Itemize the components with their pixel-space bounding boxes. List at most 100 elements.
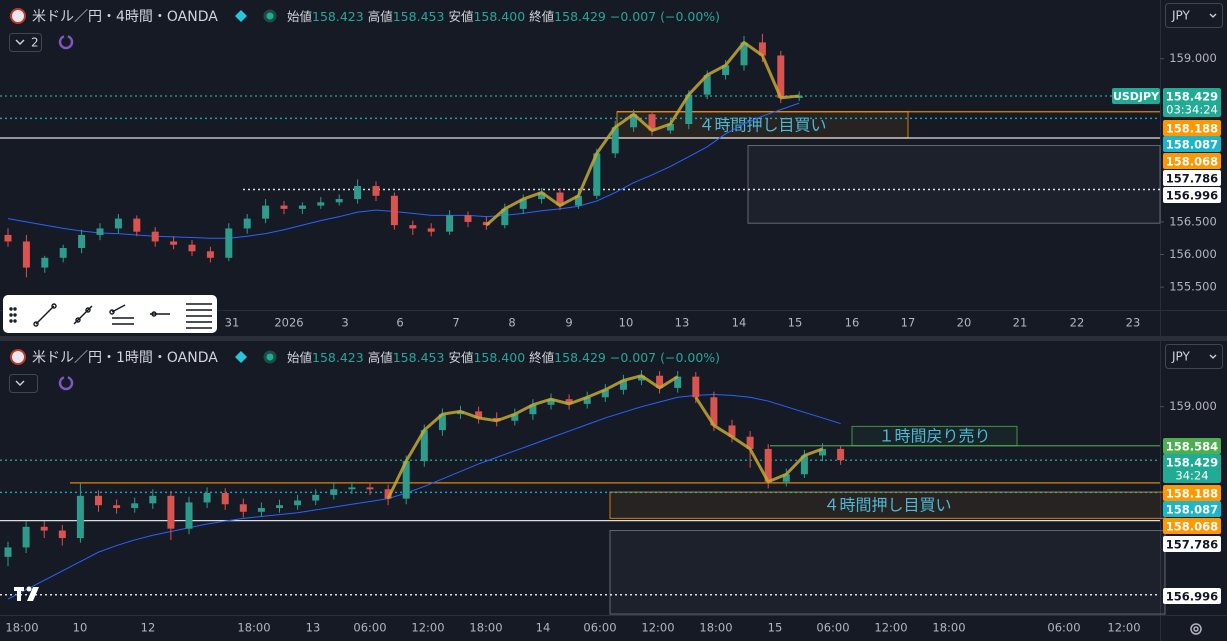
candle-body xyxy=(692,376,700,398)
price-badge xyxy=(1163,170,1221,186)
x-tick-label: 12 xyxy=(141,621,156,635)
chevron xyxy=(15,380,25,386)
x-tick-label: 15 xyxy=(788,316,803,330)
price-badge xyxy=(1163,536,1221,552)
y-tick-label: 159.000 xyxy=(1169,51,1217,65)
drawing-toolbar[interactable] xyxy=(3,295,217,333)
refresh-icon xyxy=(58,34,74,50)
candle-body xyxy=(335,199,343,203)
ohlc-value: 158.423 xyxy=(312,350,364,365)
candle-body xyxy=(372,186,380,196)
candle-body xyxy=(446,215,454,232)
price-badge xyxy=(1163,438,1221,454)
market-icon xyxy=(235,10,247,22)
ohlc-value: 158.400 xyxy=(473,9,525,24)
candle-body xyxy=(366,487,374,490)
indicator-dropdown[interactable] xyxy=(9,33,42,52)
candle-body xyxy=(262,205,270,219)
candle-body xyxy=(206,251,214,258)
zone-box xyxy=(609,530,1166,615)
symbol-tag-bg xyxy=(1112,88,1160,104)
currency-label: JPY xyxy=(1171,350,1191,364)
x-tick-label: 06:00 xyxy=(1047,621,1080,635)
candle-body xyxy=(95,495,102,506)
x-tick-label: 2026 xyxy=(274,316,303,330)
candle-body xyxy=(113,505,121,509)
chevron xyxy=(1209,13,1217,18)
ohlc-value: 158.400 xyxy=(473,350,525,365)
price-countdown: 03:34:24 xyxy=(1166,103,1218,117)
candle-body xyxy=(298,205,306,209)
candle-body xyxy=(294,500,302,506)
candle-body xyxy=(4,234,12,242)
candle-body xyxy=(58,530,66,539)
candle-body xyxy=(239,504,247,512)
x-tick-label: 17 xyxy=(901,316,916,330)
x-tick-label: 10 xyxy=(73,621,88,635)
candle-body xyxy=(648,114,656,131)
price-badge-value: 158.188 xyxy=(1166,122,1218,136)
tradingview-logo xyxy=(14,586,39,601)
candle-body xyxy=(685,94,693,124)
candle-body xyxy=(40,526,48,531)
change-value: −0.007 (−0.00%) xyxy=(610,9,720,24)
candle-body xyxy=(243,218,251,229)
price-badge xyxy=(1163,153,1221,169)
indicator-dropdown[interactable] xyxy=(9,374,38,393)
refresh-icon xyxy=(58,375,74,391)
x-tick-label: 16 xyxy=(845,316,860,330)
price-badge-value: 158.068 xyxy=(1166,520,1218,534)
candle-body xyxy=(330,489,338,495)
trend-drawing xyxy=(694,396,824,484)
candle-body xyxy=(519,199,527,209)
currency-dropdown[interactable] xyxy=(1165,344,1223,369)
x-tick-label: 3 xyxy=(341,316,348,330)
candle-body xyxy=(167,495,175,529)
x-tick-label: 6 xyxy=(396,316,403,330)
candle-body xyxy=(619,380,627,390)
candle-body xyxy=(96,228,104,235)
price-badge-value: 158.068 xyxy=(1166,155,1218,169)
candle-body xyxy=(630,114,638,128)
candle-body xyxy=(170,241,178,245)
candle-body xyxy=(782,474,790,482)
candle-body xyxy=(574,195,582,206)
candle-body xyxy=(583,397,591,404)
status-dot xyxy=(263,9,277,23)
x-tick-label: 18:00 xyxy=(699,621,732,635)
candle-body xyxy=(777,55,785,98)
price-badge-value: 156.996 xyxy=(1166,590,1218,604)
settings-gear[interactable] xyxy=(1190,623,1202,635)
currency-dropdown[interactable] xyxy=(1165,3,1223,28)
candle-body xyxy=(511,414,519,421)
price-badge-value: 158.188 xyxy=(1166,487,1218,501)
price-badge-value: 158.429 xyxy=(1166,90,1218,104)
candle-body xyxy=(114,218,122,229)
x-tick-label: 18:00 xyxy=(5,621,38,635)
candle-body xyxy=(556,192,564,206)
x-tick-label: 8 xyxy=(508,316,515,330)
trend-drawing xyxy=(386,374,679,500)
price-badge xyxy=(1163,136,1221,152)
candle-body xyxy=(666,124,674,131)
x-tick-label: 13 xyxy=(306,621,321,635)
candle-body xyxy=(149,495,157,504)
symbol-title: 米ドル／円・4時間・OANDA xyxy=(32,9,218,25)
candle-body xyxy=(593,153,601,196)
candle-body xyxy=(76,495,84,539)
candle-body xyxy=(203,493,211,503)
candle-body xyxy=(151,231,159,242)
candle-body xyxy=(276,505,283,509)
zone-box xyxy=(747,145,1161,224)
ohlc-label: 始値 xyxy=(287,350,312,365)
candle-body xyxy=(4,547,12,557)
price-badge-value: 158.584 xyxy=(1166,440,1218,454)
candle-body xyxy=(837,448,845,461)
x-tick-label: 20 xyxy=(957,316,972,330)
candle-body xyxy=(78,234,86,248)
candle-body xyxy=(464,215,472,222)
x-tick-label: 13 xyxy=(675,316,690,330)
candle-body xyxy=(257,508,265,512)
candle-body xyxy=(758,42,766,56)
